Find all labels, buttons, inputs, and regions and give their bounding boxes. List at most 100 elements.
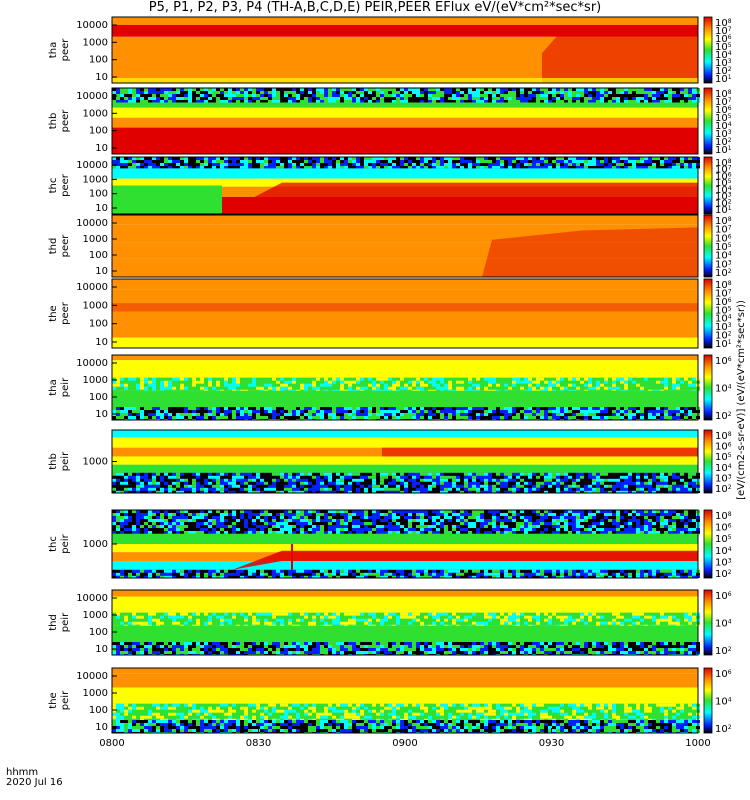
colorbar-tick-label: 105 <box>715 305 732 316</box>
y-axis-label-2: peir <box>60 533 71 553</box>
y-tick-label: 10 <box>95 337 108 348</box>
y-tick-label: 100 <box>89 319 108 330</box>
y-axis-label: thc <box>48 536 59 552</box>
colorbar-tick-label: 103 <box>715 557 732 568</box>
colorbar-tick-label: 104 <box>715 50 732 61</box>
x-tick-label: 0930 <box>539 738 564 749</box>
y-axis-label: thc <box>48 178 59 194</box>
y-tick-label: 10000 <box>76 671 108 682</box>
colorbar-tick-label: 105 <box>715 534 732 545</box>
y-tick-label: 1000 <box>83 457 108 468</box>
colorbar <box>703 16 713 84</box>
colorbar <box>703 278 713 349</box>
y-axis-label: tha <box>48 379 59 395</box>
colorbar-tick-label: 102 <box>715 66 732 77</box>
colorbar-tick-label: 102 <box>715 137 732 148</box>
y-tick-label: 10000 <box>76 20 108 31</box>
y-tick-label: 100 <box>89 627 108 638</box>
panel-thd-peir: 10000 1000 100 10 thd peir 106 104 102 <box>48 589 732 657</box>
y-axis-label: tha <box>48 42 59 58</box>
y-tick-label: 1000 <box>83 174 108 185</box>
y-tick-label: 100 <box>89 189 108 200</box>
colorbar <box>703 429 713 494</box>
chart-title: P5, P1, P2, P3, P4 (TH-A,B,C,D,E) PEIR,P… <box>148 0 602 15</box>
colorbar-tick-label: 108 <box>715 216 732 227</box>
y-axis-label-2: peer <box>60 109 71 133</box>
colorbar-tick-label: 108 <box>715 18 732 29</box>
y-tick-label: 10000 <box>76 593 108 604</box>
x-tick-label: 0800 <box>99 738 124 749</box>
y-axis-label-2: peir <box>60 451 71 471</box>
panel-thd-peer: 10000 1000 100 10 thd peer 1081071061051041031… <box>48 214 732 279</box>
y-tick-label: 10 <box>95 143 108 154</box>
colorbar-tick-label: 106 <box>715 442 732 453</box>
colorbar-tick-label: 104 <box>715 546 732 557</box>
y-axis-label-2: peir <box>60 377 71 397</box>
y-tick-label: 100 <box>89 55 108 66</box>
colorbar-tick-label: 104 <box>715 384 732 395</box>
colorbar-tick-label: 106 <box>715 105 732 116</box>
y-tick-label: 10000 <box>76 218 108 229</box>
colorbar-tick-label: 106 <box>715 669 732 680</box>
colorbar-tick-label: 106 <box>715 356 732 367</box>
y-tick-label: 1000 <box>83 108 108 119</box>
colorbar-tick-label: 104 <box>715 697 732 708</box>
colorbar-tick-label: 107 <box>715 288 732 299</box>
colorbar-tick-label: 104 <box>715 314 732 325</box>
y-tick-label: 1000 <box>83 375 108 386</box>
y-tick-label: 100 <box>89 705 108 716</box>
colorbar-tick-label: 102 <box>715 646 732 657</box>
y-axis-label-2: peir <box>60 690 71 710</box>
colorbar-tick-label: 101 <box>715 205 732 216</box>
y-axis-label-2: peer <box>60 234 71 258</box>
y-tick-label: 1000 <box>83 610 108 621</box>
colorbar-tick-label: 102 <box>715 268 732 279</box>
y-tick-label: 10 <box>95 722 108 733</box>
colorbar-tick-label: 105 <box>715 178 732 189</box>
colorbar-tick-label: 101 <box>715 339 732 350</box>
colorbar-tick-label: 108 <box>715 431 732 442</box>
colorbar <box>703 589 713 656</box>
colorbar-tick-label: 103 <box>715 259 732 270</box>
colorbar-tick-label: 107 <box>715 165 732 176</box>
colorbar <box>703 667 713 734</box>
colorbar-tick-label: 101 <box>715 145 732 156</box>
y-tick-label: 100 <box>89 126 108 137</box>
colorbar-tick-label: 106 <box>715 297 732 308</box>
colorbar-tick-label: 104 <box>715 251 732 262</box>
colorbar-tick-label: 106 <box>715 591 732 602</box>
colorbar-tick-label: 108 <box>715 158 732 169</box>
colorbar-tick-label: 103 <box>715 129 732 140</box>
colorbar-tick-label: 104 <box>715 185 732 196</box>
y-tick-label: 10 <box>95 409 108 420</box>
colorbar-tick-label: 107 <box>715 97 732 108</box>
y-tick-label: 10000 <box>76 160 108 171</box>
colorbar <box>703 87 713 155</box>
colorbar-tick-label: 106 <box>715 523 732 534</box>
y-tick-label: 10000 <box>76 282 108 293</box>
colorbar-tick-label: 106 <box>715 233 732 244</box>
y-tick-label: 1000 <box>83 300 108 311</box>
y-axis-label-2: peir <box>60 612 71 632</box>
colorbar-unit-label: [eV/(cm2-s-sr-eV)] (eV/(eV*cm²*sec*sr)) <box>736 300 747 500</box>
colorbar-tick-label: 102 <box>715 569 732 580</box>
colorbar-tick-label: 103 <box>715 473 732 484</box>
colorbar-tick-label: 105 <box>715 42 732 53</box>
y-tick-label: 100 <box>89 250 108 261</box>
date-label: 2020 Jul 16 <box>6 777 63 788</box>
colorbar-tick-label: 107 <box>715 26 732 37</box>
colorbar-tick-label: 103 <box>715 192 732 203</box>
y-tick-label: 1000 <box>83 539 108 550</box>
colorbar <box>703 214 713 278</box>
colorbar-tick-label: 102 <box>715 198 732 209</box>
colorbar-tick-label: 102 <box>715 331 732 342</box>
y-axis-label-2: peer <box>60 38 71 62</box>
colorbar-tick-label: 108 <box>715 89 732 100</box>
